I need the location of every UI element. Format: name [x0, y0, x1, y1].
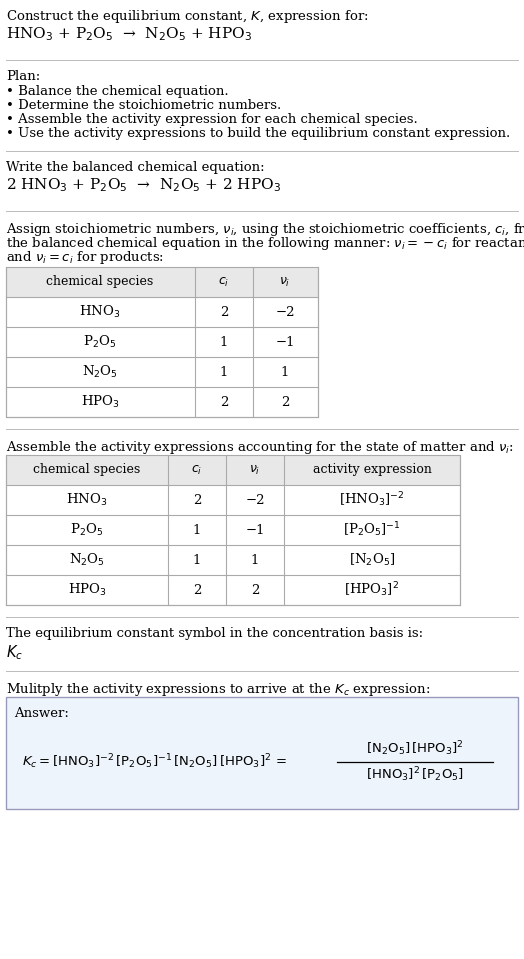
Text: P$_2$O$_5$: P$_2$O$_5$: [83, 334, 117, 350]
Text: −1: −1: [275, 336, 294, 348]
Text: 2: 2: [220, 306, 228, 318]
Text: Assemble the activity expressions accounting for the state of matter and $\nu_i$: Assemble the activity expressions accoun…: [6, 439, 514, 456]
Text: The equilibrium constant symbol in the concentration basis is:: The equilibrium constant symbol in the c…: [6, 627, 423, 640]
Text: Assign stoichiometric numbers, $\nu_i$, using the stoichiometric coefficients, $: Assign stoichiometric numbers, $\nu_i$, …: [6, 221, 524, 238]
Text: HPO$_3$: HPO$_3$: [81, 394, 119, 410]
Text: $K_c$: $K_c$: [6, 643, 23, 662]
Text: [P$_2$O$_5$]$^{-1}$: [P$_2$O$_5$]$^{-1}$: [343, 521, 401, 539]
Text: HNO$_3$: HNO$_3$: [67, 492, 107, 508]
Text: $[\mathrm{HNO_3}]^2\,[\mathrm{P_2O_5}]$: $[\mathrm{HNO_3}]^2\,[\mathrm{P_2O_5}]$: [366, 765, 464, 784]
Text: [HNO$_3$]$^{-2}$: [HNO$_3$]$^{-2}$: [339, 491, 405, 509]
Text: N$_2$O$_5$: N$_2$O$_5$: [82, 364, 118, 380]
Text: chemical species: chemical species: [34, 463, 140, 477]
Text: HPO$_3$: HPO$_3$: [68, 582, 106, 598]
Text: P$_2$O$_5$: P$_2$O$_5$: [70, 522, 104, 538]
Text: 2: 2: [193, 583, 201, 596]
Text: 1: 1: [220, 365, 228, 379]
Text: 2: 2: [281, 395, 289, 409]
Text: Plan:: Plan:: [6, 70, 40, 83]
Text: −1: −1: [245, 524, 265, 536]
Text: $c_i$: $c_i$: [219, 275, 230, 289]
Text: • Balance the chemical equation.: • Balance the chemical equation.: [6, 85, 228, 98]
Text: 1: 1: [281, 365, 289, 379]
Text: $[\mathrm{N_2O_5}]\,[\mathrm{HPO_3}]^2$: $[\mathrm{N_2O_5}]\,[\mathrm{HPO_3}]^2$: [366, 739, 464, 759]
Text: and $\nu_i = c_i$ for products:: and $\nu_i = c_i$ for products:: [6, 249, 164, 266]
Text: Write the balanced chemical equation:: Write the balanced chemical equation:: [6, 161, 265, 174]
Text: $\nu_i$: $\nu_i$: [249, 463, 260, 477]
Text: Construct the equilibrium constant, $K$, expression for:: Construct the equilibrium constant, $K$,…: [6, 8, 369, 25]
Text: $K_c = [\mathrm{HNO_3}]^{-2}\,[\mathrm{P_2O_5}]^{-1}\,[\mathrm{N_2O_5}]\,[\mathr: $K_c = [\mathrm{HNO_3}]^{-2}\,[\mathrm{P…: [22, 753, 287, 771]
Text: • Assemble the activity expression for each chemical species.: • Assemble the activity expression for e…: [6, 113, 418, 126]
Text: Answer:: Answer:: [14, 707, 69, 720]
Text: $c_i$: $c_i$: [191, 463, 203, 477]
Text: 2 HNO$_3$ + P$_2$O$_5$  →  N$_2$O$_5$ + 2 HPO$_3$: 2 HNO$_3$ + P$_2$O$_5$ → N$_2$O$_5$ + 2 …: [6, 176, 281, 194]
Text: [HPO$_3$]$^2$: [HPO$_3$]$^2$: [344, 580, 399, 599]
Text: −2: −2: [275, 306, 294, 318]
Text: 1: 1: [220, 336, 228, 348]
Bar: [6, 267, 318, 417]
Text: N$_2$O$_5$: N$_2$O$_5$: [69, 552, 105, 568]
Text: HNO$_3$: HNO$_3$: [79, 304, 121, 320]
Text: chemical species: chemical species: [47, 275, 154, 289]
Text: 1: 1: [193, 524, 201, 536]
Bar: [6, 455, 460, 605]
Text: 1: 1: [251, 553, 259, 567]
Text: [N$_2$O$_5$]: [N$_2$O$_5$]: [349, 552, 395, 568]
Text: 2: 2: [193, 494, 201, 506]
Text: activity expression: activity expression: [312, 463, 431, 477]
Text: Mulitply the activity expressions to arrive at the $K_c$ expression:: Mulitply the activity expressions to arr…: [6, 681, 430, 698]
Text: 2: 2: [251, 583, 259, 596]
Text: • Determine the stoichiometric numbers.: • Determine the stoichiometric numbers.: [6, 99, 281, 112]
Text: 2: 2: [220, 395, 228, 409]
Bar: [6, 697, 518, 809]
Text: HNO$_3$ + P$_2$O$_5$  →  N$_2$O$_5$ + HPO$_3$: HNO$_3$ + P$_2$O$_5$ → N$_2$O$_5$ + HPO$…: [6, 25, 252, 43]
Bar: [6, 267, 318, 297]
Text: 1: 1: [193, 553, 201, 567]
Text: the balanced chemical equation in the following manner: $\nu_i = -c_i$ for react: the balanced chemical equation in the fo…: [6, 235, 524, 252]
Text: $\nu_i$: $\nu_i$: [279, 275, 291, 289]
Text: −2: −2: [245, 494, 265, 506]
Bar: [6, 455, 460, 485]
Text: • Use the activity expressions to build the equilibrium constant expression.: • Use the activity expressions to build …: [6, 127, 510, 140]
